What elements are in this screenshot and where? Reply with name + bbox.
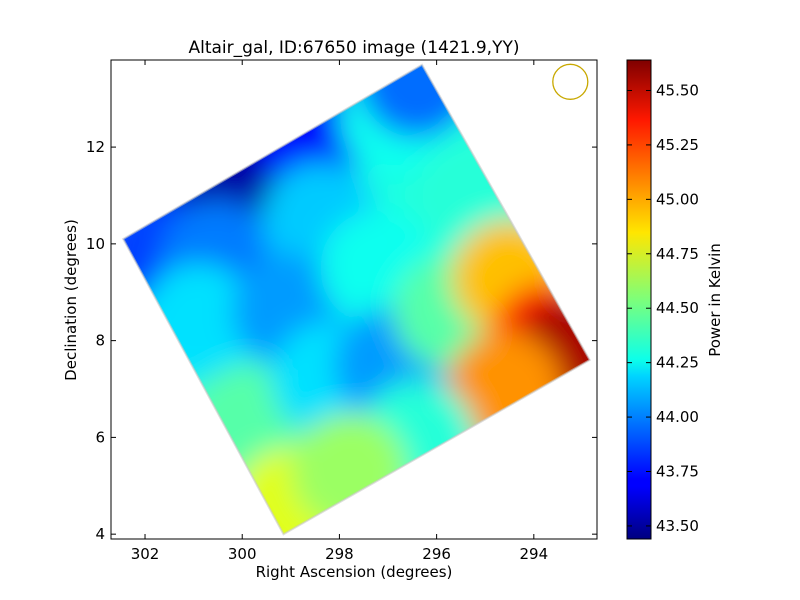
x-axis-label: Right Ascension (degrees) — [256, 563, 453, 581]
y-tick-label: 6 — [95, 428, 105, 446]
colorbar-label: Power in Kelvin — [706, 243, 724, 357]
colorbar-tick-label: 44.50 — [656, 299, 699, 317]
colorbar-tick-label: 43.50 — [656, 517, 699, 535]
x-tick-label: 300 — [228, 545, 257, 563]
y-axis-label: Declination (degrees) — [62, 219, 80, 381]
colorbar-ticks: 43.50 43.75 44.00 44.25 44.50 44.75 45.00 45.25… — [627, 81, 699, 535]
x-tick-label: 294 — [519, 545, 548, 563]
colorbar-tick-label: 44.25 — [656, 354, 699, 372]
colorbar-tick-label: 45.25 — [656, 136, 699, 154]
colorbar-tick-label: 45.50 — [656, 81, 699, 99]
colorbar-tick-label: 44.75 — [656, 245, 699, 263]
x-axis: 302 300 298 296 294 — [131, 60, 548, 563]
colorbar-tick-label: 43.75 — [656, 463, 699, 481]
x-tick-label: 302 — [131, 545, 160, 563]
y-tick-label: 8 — [95, 332, 105, 350]
footprint-edge — [121, 63, 592, 536]
x-tick-label: 296 — [422, 545, 451, 563]
colorbar — [626, 59, 652, 540]
beam-marker — [552, 63, 589, 100]
axes-frame — [110, 59, 598, 540]
colorbar-tick-label: 44.00 — [656, 408, 699, 426]
y-tick-label: 12 — [86, 138, 105, 156]
x-tick-label: 298 — [325, 545, 354, 563]
y-tick-label: 10 — [86, 235, 105, 253]
y-axis: 4 6 8 10 12 — [86, 138, 597, 543]
colorbar-tick-label: 45.00 — [656, 190, 699, 208]
y-tick-label: 4 — [95, 525, 105, 543]
chart-title: Altair_gal, ID:67650 image (1421.9,YY) — [189, 38, 520, 58]
